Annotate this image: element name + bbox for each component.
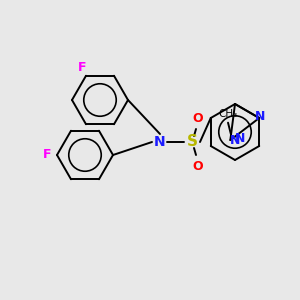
Text: O: O — [193, 160, 203, 172]
Text: N: N — [235, 132, 245, 145]
Text: O: O — [193, 112, 203, 124]
Text: F: F — [78, 61, 86, 74]
Text: N: N — [255, 110, 266, 122]
Text: CH₃: CH₃ — [218, 109, 238, 119]
Text: N: N — [230, 134, 241, 147]
Text: N: N — [154, 135, 166, 149]
Text: S: S — [187, 134, 197, 149]
Text: F: F — [43, 148, 51, 161]
